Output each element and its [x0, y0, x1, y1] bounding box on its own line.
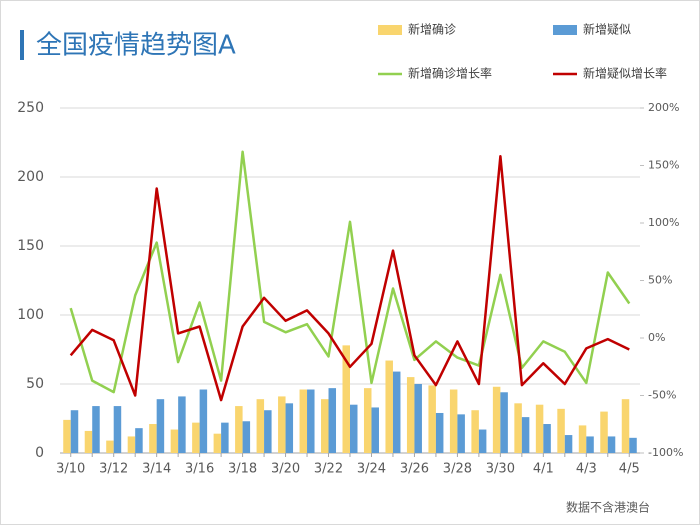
- bar: [285, 403, 294, 453]
- x-tick-label: 3/24: [357, 462, 386, 477]
- legend-label: 新增疑似增长率: [583, 66, 667, 81]
- bar: [414, 384, 422, 453]
- bar: [199, 389, 208, 453]
- bar: [135, 428, 143, 453]
- bar: [328, 388, 337, 453]
- x-tick-label: 3/20: [271, 462, 300, 477]
- x-tick-label: 3/22: [314, 462, 343, 477]
- y2-tick-label: -100%: [648, 446, 683, 459]
- line: [69, 155, 630, 402]
- legend-label: 新增确诊增长率: [408, 66, 492, 81]
- bar: [621, 399, 630, 453]
- bar: [543, 424, 551, 453]
- bar: [385, 360, 393, 453]
- y2-tick-label: -50%: [648, 389, 676, 402]
- footnote: 数据不含港澳台: [566, 500, 650, 515]
- x-tick-label: 3/14: [142, 462, 171, 477]
- legend-label: 新增疑似: [583, 22, 631, 37]
- bar: [371, 407, 379, 453]
- bar: [478, 429, 487, 453]
- legend-swatch: [553, 25, 577, 35]
- bar: [500, 392, 508, 453]
- bar: [428, 385, 436, 453]
- legend-swatch: [378, 25, 402, 35]
- bar: [213, 433, 222, 453]
- y2-tick-label: 200%: [648, 101, 679, 114]
- bar: [170, 429, 179, 453]
- bar: [471, 410, 479, 453]
- x-tick-label: 3/10: [56, 462, 85, 477]
- title-accent: [20, 30, 24, 60]
- bar: [106, 440, 114, 453]
- bar: [535, 404, 544, 453]
- bar: [113, 406, 122, 453]
- bar: [392, 371, 401, 453]
- x-tick-label: 3/26: [400, 462, 429, 477]
- bar: [70, 410, 79, 453]
- bar: [92, 406, 100, 453]
- bar: [84, 430, 93, 453]
- bar: [449, 389, 458, 453]
- bar: [156, 399, 165, 453]
- bar: [278, 396, 286, 453]
- legend-label: 新增确诊: [408, 22, 456, 37]
- x-tick-label: 4/5: [619, 462, 640, 477]
- bar: [607, 436, 616, 453]
- bar: [235, 406, 243, 453]
- bar: [321, 399, 329, 453]
- bar: [629, 437, 637, 453]
- bar: [578, 425, 587, 453]
- bar: [586, 436, 594, 453]
- bar: [363, 388, 372, 453]
- x-tick-label: 3/30: [486, 462, 515, 477]
- bar: [557, 408, 565, 453]
- y2-tick-label: 50%: [648, 274, 672, 287]
- bar: [492, 386, 501, 453]
- y-tick-label: 200: [17, 169, 44, 185]
- bar: [457, 414, 465, 453]
- x-tick-label: 4/1: [533, 462, 554, 477]
- bar: [521, 417, 530, 453]
- bar: [299, 389, 308, 453]
- y-tick-label: 100: [17, 307, 44, 323]
- line: [69, 150, 631, 394]
- bar: [307, 389, 315, 453]
- x-tick-label: 4/3: [576, 462, 597, 477]
- chart-title: 全国疫情趋势图A: [36, 31, 236, 61]
- bar: [221, 422, 229, 453]
- bar: [600, 411, 608, 453]
- y-tick-label: 0: [35, 445, 44, 461]
- y-tick-label: 50: [26, 376, 44, 392]
- bar: [350, 404, 358, 453]
- bar: [264, 410, 272, 453]
- bar: [242, 421, 251, 453]
- bar: [256, 399, 265, 453]
- bar: [178, 396, 186, 453]
- bar: [149, 424, 157, 453]
- bar: [192, 422, 200, 453]
- bar: [435, 412, 444, 453]
- y2-tick-label: 0%: [648, 331, 665, 344]
- bar: [514, 403, 522, 453]
- x-tick-label: 3/18: [228, 462, 257, 477]
- bar: [63, 419, 71, 453]
- y2-tick-label: 150%: [648, 159, 679, 172]
- bar: [342, 345, 350, 453]
- bar: [406, 377, 415, 453]
- y-tick-label: 250: [17, 100, 44, 116]
- bar: [564, 435, 573, 453]
- y2-tick-label: 100%: [648, 216, 679, 229]
- x-tick-label: 3/28: [443, 462, 472, 477]
- x-tick-label: 3/16: [185, 462, 214, 477]
- x-tick-label: 3/12: [99, 462, 128, 477]
- bar: [127, 436, 136, 453]
- y-tick-label: 150: [17, 238, 44, 254]
